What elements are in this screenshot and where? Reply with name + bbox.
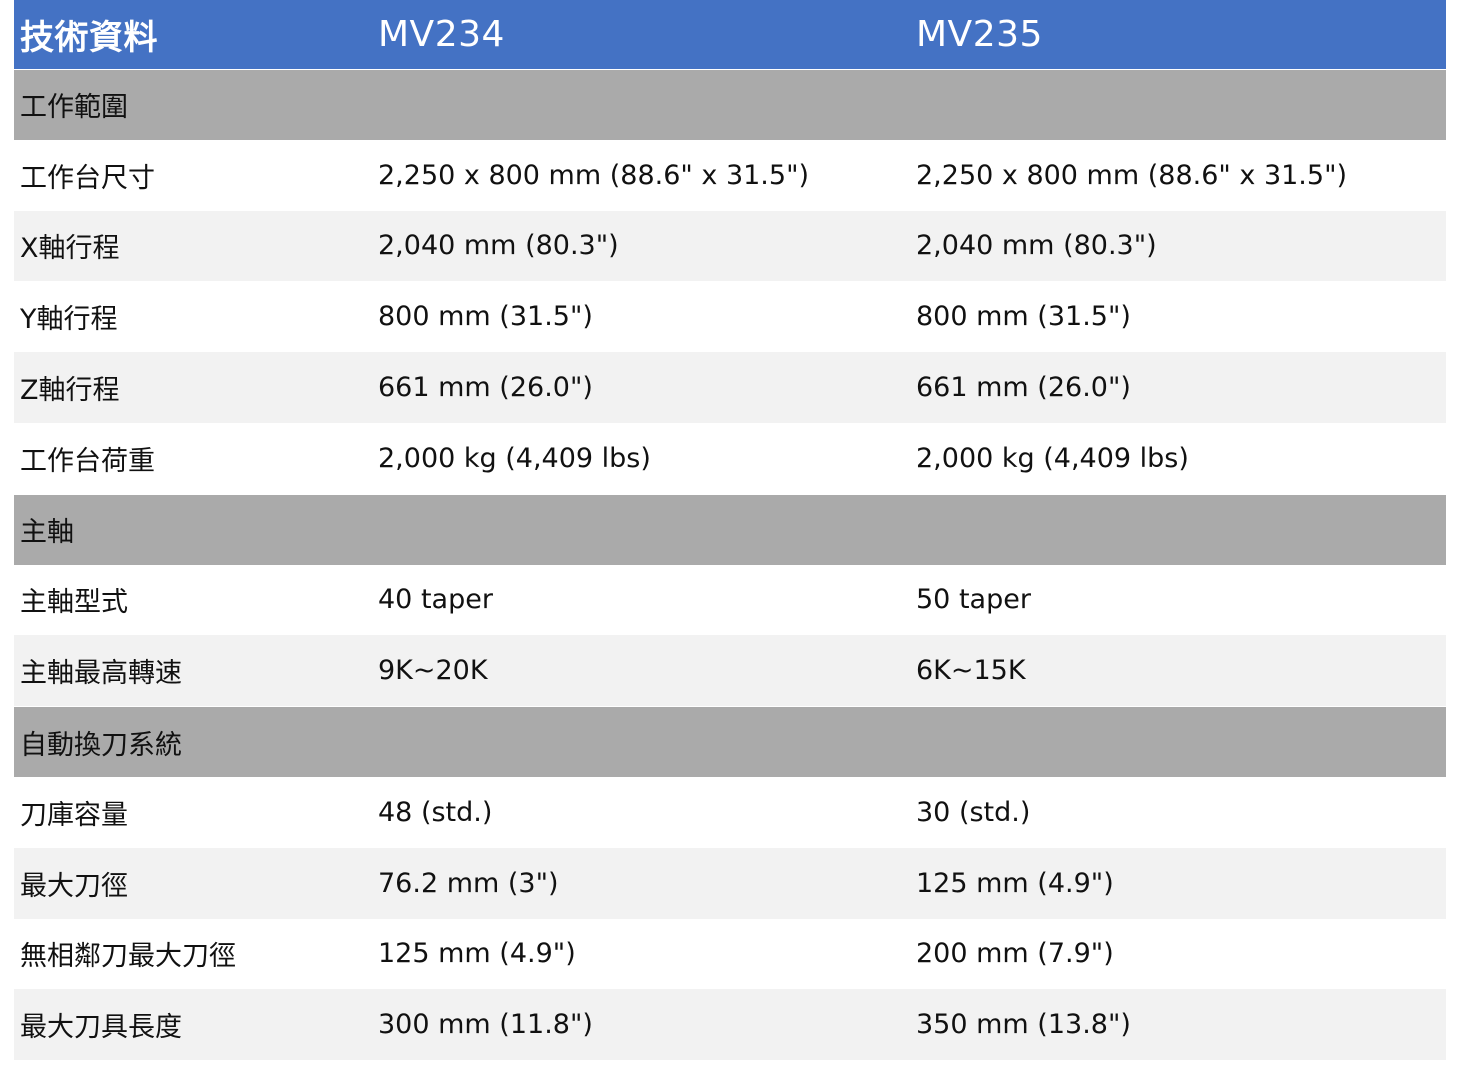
row-label: 最大刀徑 [20,870,128,902]
table-row: 工作台荷重 2,000 kg (4,409 lbs) 2,000 kg (4,4… [14,422,1446,494]
header-model-b: MV235 [916,14,1043,55]
row-value-b: 6K~15K [916,655,1026,687]
row-value-a: 2,040 mm (80.3") [378,230,619,262]
row-label: 工作台尺寸 [20,162,155,194]
table-row: 工作台尺寸 2,250 x 800 mm (88.6" x 31.5") 2,2… [14,139,1446,211]
row-value-b: 800 mm (31.5") [916,301,1131,333]
row-value-a: 40 taper [378,584,493,616]
table-row: 最大刀具長度 300 mm (11.8") 350 mm (13.8") [14,989,1446,1061]
table-row: 最大刀徑 76.2 mm (3") 125 mm (4.9") [14,847,1446,919]
row-label: 工作台荷重 [20,445,155,477]
section-title: 工作範圍 [20,92,128,124]
row-label: 無相鄰刀最大刀徑 [20,941,236,973]
section-header: 主軸 [14,493,1446,565]
table-row: 主軸型式 40 taper 50 taper [14,564,1446,636]
row-value-b: 125 mm (4.9") [916,867,1114,899]
table-row: X軸行程 2,040 mm (80.3") 2,040 mm (80.3") [14,210,1446,282]
row-value-b: 350 mm (13.8") [916,1009,1131,1041]
row-value-b: 2,250 x 800 mm (88.6" x 31.5") [916,159,1348,191]
row-label: X軸行程 [20,233,120,265]
row-value-a: 2,250 x 800 mm (88.6" x 31.5") [378,159,810,191]
row-value-b: 2,000 kg (4,409 lbs) [916,442,1189,474]
row-value-a: 48 (std.) [378,796,493,828]
table-row: Z軸行程 661 mm (26.0") 661 mm (26.0") [14,352,1446,423]
section-header: 自動換刀系統 [14,706,1446,777]
section-header: 工作範圍 [14,69,1446,140]
row-value-a: 661 mm (26.0") [378,372,593,404]
row-value-b: 661 mm (26.0") [916,372,1131,404]
row-label: 主軸最高轉速 [20,658,182,690]
row-value-b: 200 mm (7.9") [916,938,1114,970]
table-header: 技術資料 MV234 MV235 [14,0,1446,69]
header-model-a: MV234 [378,14,505,55]
row-label: 最大刀具長度 [20,1012,182,1044]
row-value-a: 300 mm (11.8") [378,1009,593,1041]
table-row: Y軸行程 800 mm (31.5") 800 mm (31.5") [14,281,1446,353]
section-title: 自動換刀系統 [20,729,182,761]
table-row: 刀庫容量 48 (std.) 30 (std.) [14,776,1446,848]
row-label: 主軸型式 [20,587,128,619]
spec-table: 技術資料 MV234 MV235 工作範圍 工作台尺寸 2,250 x 800 … [14,0,1446,1061]
row-value-b: 2,040 mm (80.3") [916,230,1157,262]
header-label: 技術資料 [20,18,158,58]
row-label: 刀庫容量 [20,799,128,831]
row-value-a: 125 mm (4.9") [378,938,576,970]
row-value-a: 2,000 kg (4,409 lbs) [378,442,651,474]
section-title: 主軸 [20,517,74,549]
table-row: 主軸最高轉速 9K~20K 6K~15K [14,635,1446,707]
row-value-a: 800 mm (31.5") [378,301,593,333]
table-row: 無相鄰刀最大刀徑 125 mm (4.9") 200 mm (7.9") [14,918,1446,990]
row-label: Y軸行程 [20,304,118,336]
row-value-b: 30 (std.) [916,796,1031,828]
row-value-a: 76.2 mm (3") [378,867,559,899]
row-value-b: 50 taper [916,584,1031,616]
row-label: Z軸行程 [20,375,120,407]
row-value-a: 9K~20K [378,655,488,687]
